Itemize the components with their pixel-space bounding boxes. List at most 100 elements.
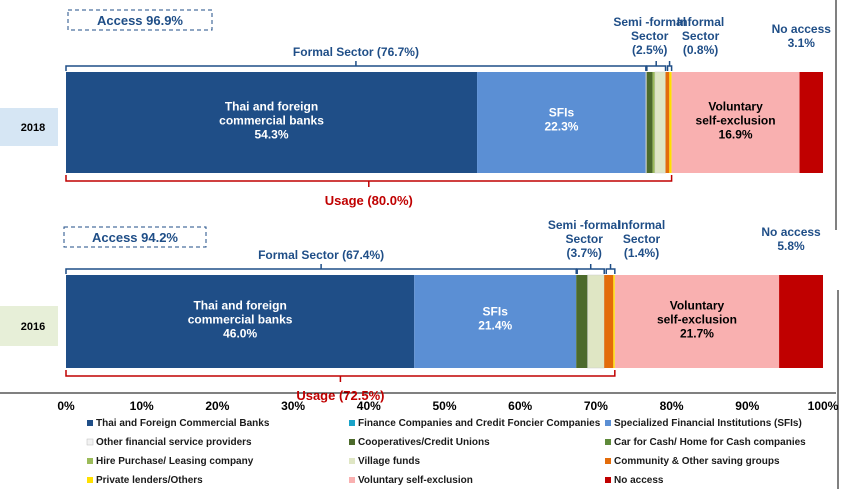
- bar-segment: [66, 275, 415, 368]
- no-access-label: 5.8%: [777, 239, 805, 253]
- bar-label: 22.3%: [544, 120, 578, 134]
- bar-label: commercial banks: [219, 114, 324, 128]
- bar-label: 54.3%: [255, 128, 289, 142]
- no-access-label: No access: [772, 22, 832, 36]
- bar-segment: [669, 72, 672, 173]
- category-label-box: [0, 306, 58, 346]
- bar-label: self-exclusion: [657, 313, 737, 327]
- category-label-box: [0, 108, 58, 146]
- legend-label: Thai and Foreign Commercial Banks: [96, 418, 270, 429]
- access-box: [63, 226, 207, 248]
- informal-label: Informal: [618, 218, 665, 232]
- bar-label: Voluntary: [708, 100, 763, 114]
- semi-formal-label: Semi -formal: [613, 15, 686, 29]
- bar-segment: [614, 275, 780, 368]
- bar-label: SFIs: [549, 106, 575, 120]
- formal-sector-label: Formal Sector (76.7%): [293, 45, 419, 59]
- bar-label: 21.4%: [478, 319, 512, 333]
- access-label: Access 94.2%: [92, 230, 178, 245]
- informal-bracket: [666, 61, 673, 71]
- legend-label: Other financial service providers: [96, 437, 252, 448]
- bar-segment: [576, 275, 588, 368]
- x-tick-label: 10%: [130, 399, 154, 413]
- semi-formal-label: (3.7%): [567, 246, 602, 260]
- legend-swatch: [87, 458, 93, 464]
- bar-segment: [671, 72, 800, 173]
- x-tick-label: 20%: [205, 399, 229, 413]
- legend-label: Hire Purchase/ Leasing company: [96, 456, 254, 467]
- legend-swatch: [605, 420, 611, 426]
- informal-label: Sector: [623, 232, 661, 246]
- x-tick-label: 30%: [281, 399, 305, 413]
- legend-swatch: [349, 477, 355, 483]
- legend-swatch: [87, 420, 93, 426]
- bar-label: Thai and foreign: [193, 299, 286, 313]
- formal-bracket: [65, 61, 647, 71]
- semi-bracket: [646, 61, 667, 71]
- x-tick-label: 70%: [584, 399, 608, 413]
- usage-label: Usage (80.0%): [325, 193, 413, 208]
- informal-label: Informal: [677, 15, 724, 29]
- x-tick-label: 50%: [432, 399, 456, 413]
- x-tick-label: 40%: [357, 399, 381, 413]
- bar-label: self-exclusion: [696, 114, 776, 128]
- legend-label: Village funds: [358, 456, 420, 467]
- semi-formal-label: (2.5%): [632, 43, 667, 57]
- x-tick-label: 90%: [735, 399, 759, 413]
- informal-label: (1.4%): [624, 246, 659, 260]
- legend-label: Finance Companies and Credit Foncier Com…: [358, 418, 601, 429]
- bar-label: commercial banks: [188, 313, 293, 327]
- informal-label: (0.8%): [683, 43, 718, 57]
- bar-segment: [645, 71, 647, 174]
- legend-swatch: [87, 477, 93, 483]
- usage-bracket: [65, 175, 673, 187]
- bar-segment: [799, 72, 823, 173]
- informal-label: Sector: [682, 29, 720, 43]
- semi-formal-label: Semi -formal: [548, 218, 621, 232]
- legend-swatch: [349, 439, 355, 445]
- no-access-label: 3.1%: [788, 36, 816, 50]
- formal-bracket: [65, 264, 577, 274]
- bar-segment: [414, 275, 577, 368]
- semi-formal-label: Sector: [631, 29, 669, 43]
- bar-segment: [652, 72, 655, 173]
- bar-segment: [665, 72, 670, 173]
- bar-label: 16.9%: [719, 128, 753, 142]
- bar-label: 46.0%: [223, 327, 257, 341]
- usage-label: Usage (72.5%): [296, 388, 384, 403]
- legend-label: Specialized Financial Institutions (SFIs…: [614, 418, 802, 429]
- legend-swatch: [605, 477, 611, 483]
- bar-segment: [604, 275, 614, 368]
- bar-label: Voluntary: [670, 299, 725, 313]
- formal-sector-label: Formal Sector (67.4%): [258, 248, 384, 262]
- access-label: Access 96.9%: [97, 13, 183, 28]
- access-box: [67, 9, 213, 31]
- legend-swatch: [86, 438, 94, 446]
- x-tick-label: 80%: [660, 399, 684, 413]
- bar-segment: [477, 72, 646, 173]
- legend-label: Private lenders/Others: [96, 475, 203, 486]
- bar-label: 21.7%: [680, 327, 714, 341]
- usage-bracket: [65, 370, 616, 382]
- x-tick-label: 60%: [508, 399, 532, 413]
- legend-swatch: [605, 458, 611, 464]
- bar-segment: [654, 71, 666, 174]
- legend-label: Community & Other saving groups: [614, 456, 780, 467]
- informal-bracket: [605, 264, 616, 274]
- x-tick-label: 100%: [808, 399, 839, 413]
- no-access-label: No access: [761, 225, 821, 239]
- category-label: 2016: [21, 321, 45, 333]
- legend-swatch: [605, 439, 611, 445]
- bar-segment: [779, 275, 823, 368]
- legend-label: No access: [614, 475, 664, 486]
- bar-segment: [66, 72, 478, 173]
- bar-segment: [646, 72, 653, 173]
- semi-formal-label: Sector: [566, 232, 604, 246]
- legend-label: Voluntary self-exclusion: [358, 475, 473, 486]
- bar-label: Thai and foreign: [225, 100, 318, 114]
- bar-segment: [613, 275, 615, 368]
- legend-swatch: [349, 458, 355, 464]
- legend-swatch: [349, 420, 355, 426]
- category-label: 2018: [21, 122, 45, 134]
